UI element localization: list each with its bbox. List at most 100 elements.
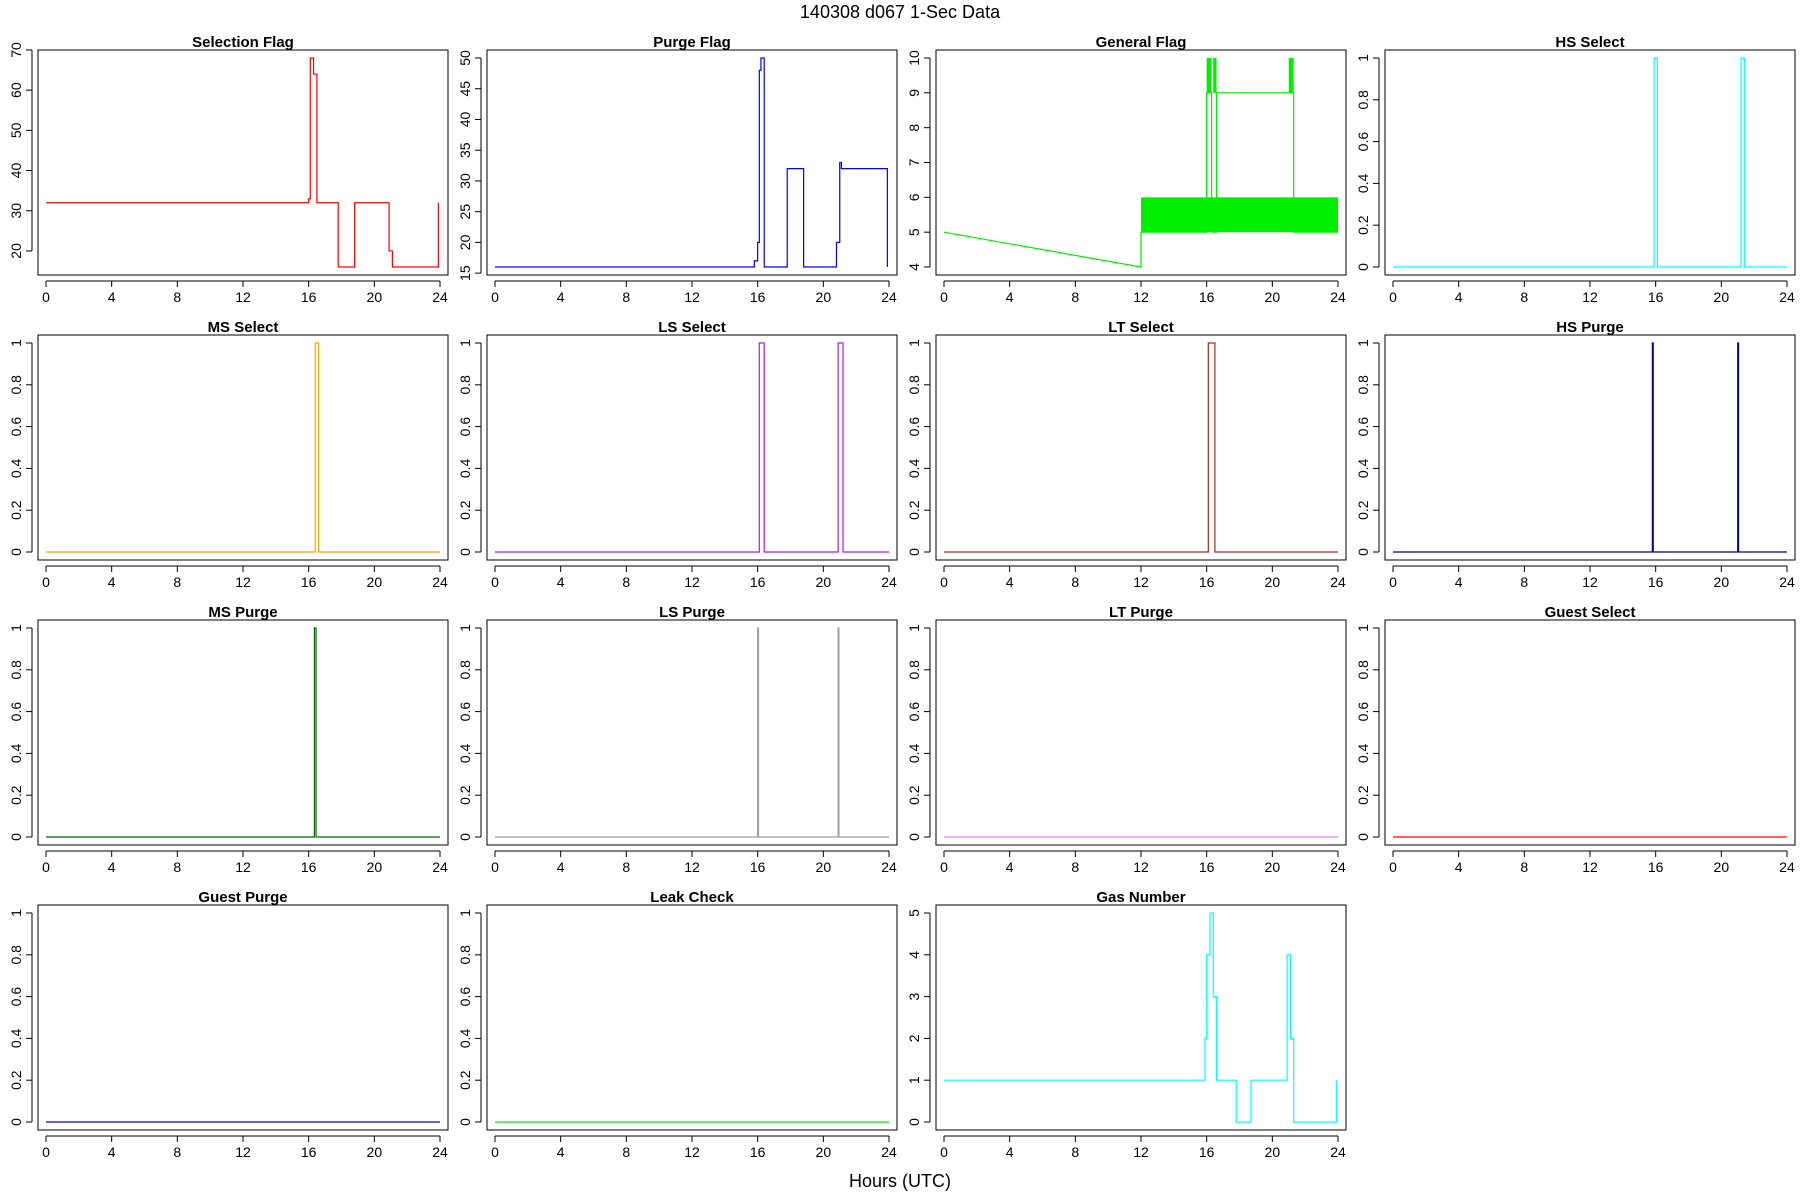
y-axis: 0 0.2 0.4 0.6 0.8 1 <box>8 909 33 1126</box>
x-tick-label: 12 <box>235 289 251 305</box>
y-tick-label: 0.6 <box>457 987 473 1007</box>
x-tick-label: 20 <box>1714 859 1730 875</box>
y-tick-label: 1 <box>1355 339 1371 347</box>
y-tick-label: 50 <box>457 50 473 66</box>
x-tick-label: 0 <box>42 1144 50 1160</box>
x-tick-label: 20 <box>1265 289 1281 305</box>
plot-frame <box>935 904 1347 1131</box>
y-tick-label: 1 <box>906 1076 922 1084</box>
y-tick-label: 0 <box>457 833 473 841</box>
y-tick-label: 4 <box>906 263 922 271</box>
y-tick-label: 20 <box>8 243 24 259</box>
x-tick-label: 0 <box>491 574 499 590</box>
x-axis: 0 4 8 12 16 20 24 <box>940 850 1346 875</box>
x-tick-label: 16 <box>1648 289 1664 305</box>
y-tick-label: 0.8 <box>906 660 922 680</box>
y-tick-label: 0.8 <box>457 945 473 965</box>
y-tick-label: 60 <box>8 82 24 98</box>
x-tick-label: 24 <box>881 574 897 590</box>
panel-title: Selection Flag <box>192 34 294 51</box>
y-tick-label: 0.8 <box>8 945 24 965</box>
panel-1: Selection Flag 0 4 8 12 16 20 24 20 30 40 50 60 70 <box>8 34 449 305</box>
plot-frame <box>37 334 449 561</box>
series-line <box>943 92 1338 268</box>
x-tick-label: 8 <box>1071 1144 1079 1160</box>
x-axis: 0 4 8 12 16 20 24 <box>491 1135 897 1160</box>
panel-7: LT Select 0 4 8 12 16 20 24 0 0.2 0.4 0.6 0.8 1 <box>906 319 1347 590</box>
y-axis: 0 0.2 0.4 0.6 0.8 1 <box>8 624 33 841</box>
x-tick-label: 20 <box>816 574 832 590</box>
y-tick-label: 0.8 <box>8 660 24 680</box>
x-tick-label: 4 <box>108 574 116 590</box>
y-tick-label: 0.6 <box>8 702 24 722</box>
y-axis: 0 0.2 0.4 0.6 0.8 1 <box>906 624 931 841</box>
x-tick-label: 8 <box>622 1144 630 1160</box>
x-tick-label: 8 <box>1071 289 1079 305</box>
figure-xlabel: Hours (UTC) <box>849 1171 951 1191</box>
y-axis: 0 0.2 0.4 0.6 0.8 1 <box>1355 54 1380 271</box>
x-tick-label: 4 <box>1455 574 1463 590</box>
y-tick-label: 1 <box>1355 624 1371 632</box>
y-axis: 0 0.2 0.4 0.6 0.8 1 <box>457 909 482 1126</box>
x-tick-label: 16 <box>1199 574 1215 590</box>
x-tick-label: 16 <box>301 859 317 875</box>
y-axis: 0 0.2 0.4 0.6 0.8 1 <box>457 339 482 556</box>
x-axis: 0 4 8 12 16 20 24 <box>42 565 448 590</box>
panel-6: LS Select 0 4 8 12 16 20 24 0 0.2 0.4 0.6 0.8 1 <box>457 319 898 590</box>
y-tick-label: 0.8 <box>457 375 473 395</box>
y-tick-label: 20 <box>457 234 473 250</box>
x-tick-label: 12 <box>1133 859 1149 875</box>
y-tick-label: 1 <box>1355 54 1371 62</box>
y-tick-label: 0.2 <box>457 785 473 805</box>
y-tick-label: 0.4 <box>1355 173 1371 193</box>
panel-title: LS Purge <box>659 604 725 621</box>
x-tick-label: 24 <box>1779 574 1795 590</box>
plot-frame <box>486 904 898 1131</box>
y-tick-label: 0.2 <box>8 500 24 520</box>
x-tick-label: 0 <box>1389 859 1397 875</box>
y-tick-label: 0.4 <box>1355 458 1371 478</box>
panel-13: Guest Purge 0 4 8 12 16 20 24 0 0.2 0.4 0.6 0.8 1 <box>8 889 449 1160</box>
y-tick-label: 0 <box>906 833 922 841</box>
x-axis: 0 4 8 12 16 20 24 <box>1389 280 1795 305</box>
panel-11: LT Purge 0 4 8 12 16 20 24 0 0.2 0.4 0.6 0.8 1 <box>906 604 1347 875</box>
y-tick-label: 0.2 <box>1355 785 1371 805</box>
series-line <box>46 342 440 553</box>
plot-frame <box>486 619 898 846</box>
plot-frame <box>1384 619 1796 846</box>
y-tick-label: 0.4 <box>906 743 922 763</box>
x-tick-label: 0 <box>1389 574 1397 590</box>
y-tick-label: 5 <box>906 909 922 917</box>
x-axis: 0 4 8 12 16 20 24 <box>940 1135 1346 1160</box>
y-tick-label: 1 <box>457 909 473 917</box>
panel-10: LS Purge 0 4 8 12 16 20 24 0 0.2 0.4 0.6 0.8 1 <box>457 604 898 875</box>
x-tick-label: 4 <box>1455 859 1463 875</box>
x-tick-label: 20 <box>1714 574 1730 590</box>
x-tick-label: 24 <box>1779 859 1795 875</box>
x-tick-label: 24 <box>1330 1144 1346 1160</box>
y-axis: 0 0.2 0.4 0.6 0.8 1 <box>457 624 482 841</box>
y-tick-label: 4 <box>906 951 922 959</box>
panel-9: MS Purge 0 4 8 12 16 20 24 0 0.2 0.4 0.6 0.8 1 <box>8 604 449 875</box>
y-tick-label: 2 <box>906 1034 922 1042</box>
x-tick-label: 20 <box>816 859 832 875</box>
x-tick-label: 12 <box>1133 574 1149 590</box>
x-axis: 0 4 8 12 16 20 24 <box>491 280 897 305</box>
x-tick-label: 4 <box>1006 859 1014 875</box>
x-tick-label: 8 <box>1520 859 1528 875</box>
y-tick-label: 0 <box>8 548 24 556</box>
x-tick-label: 12 <box>684 1144 700 1160</box>
x-tick-label: 20 <box>816 289 832 305</box>
y-tick-label: 1 <box>457 624 473 632</box>
y-tick-label: 0.8 <box>1355 660 1371 680</box>
x-tick-label: 12 <box>1582 574 1598 590</box>
x-tick-label: 24 <box>432 859 448 875</box>
y-tick-label: 0.2 <box>906 500 922 520</box>
x-tick-label: 24 <box>881 859 897 875</box>
y-tick-label: 0.2 <box>8 1070 24 1090</box>
data-band <box>1213 58 1217 93</box>
y-tick-label: 0.4 <box>457 1028 473 1048</box>
series-line <box>495 342 889 553</box>
y-axis: 0 0.2 0.4 0.6 0.8 1 <box>1355 339 1380 556</box>
panel-title: HS Purge <box>1556 319 1624 336</box>
